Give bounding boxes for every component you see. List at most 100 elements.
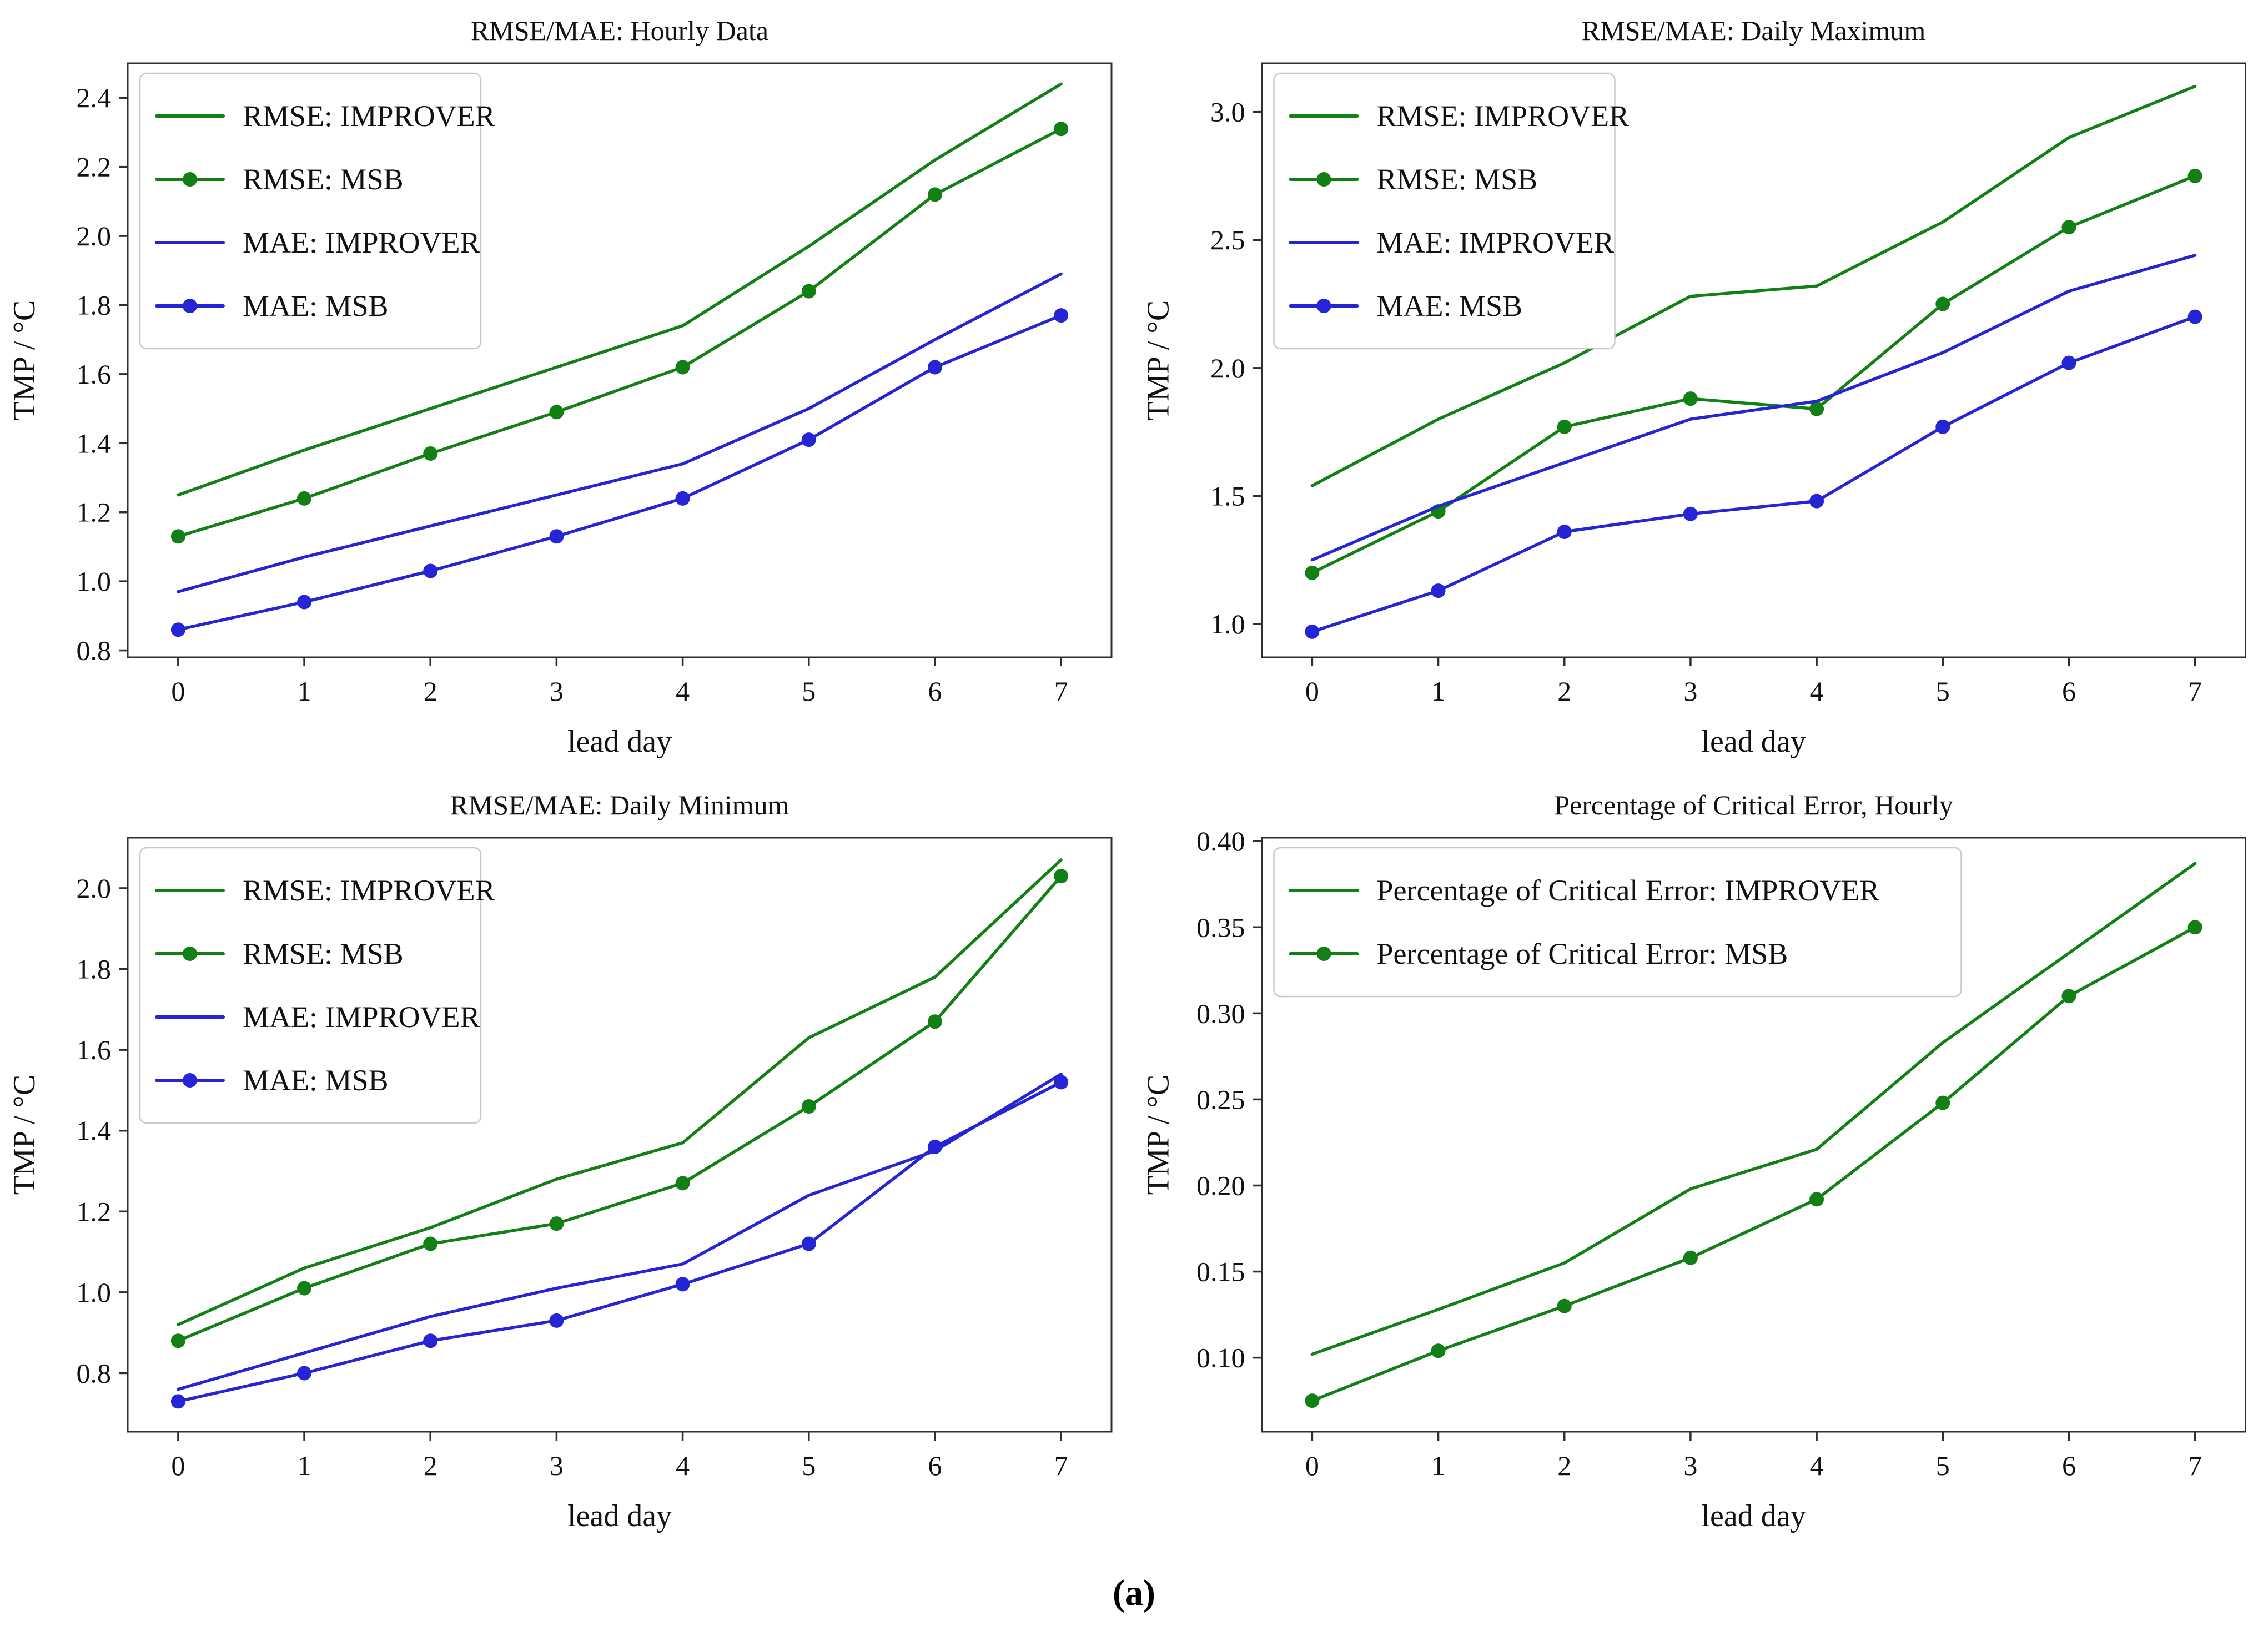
x-tick-label: 7 <box>2188 1450 2202 1481</box>
y-tick-label: 2.0 <box>1210 353 1245 384</box>
x-tick-label: 1 <box>298 676 311 707</box>
y-tick-label: 0.8 <box>77 1357 112 1388</box>
series-marker <box>675 491 690 506</box>
chart-critical-error-svg: Percentage of Critical Error, Hourly 0 1 2 3… <box>1141 789 2246 1533</box>
x-axis-label: lead day <box>1701 1499 1806 1533</box>
x-axis-label: lead day <box>567 724 672 759</box>
series-marker <box>549 1216 564 1231</box>
x-tick-label: 4 <box>676 1450 690 1481</box>
series-marker <box>2061 355 2076 370</box>
x-tick-label: 3 <box>1683 676 1697 707</box>
y-tick-label: 1.8 <box>77 954 112 985</box>
legend-entry-label: RMSE: IMPROVER <box>243 874 495 907</box>
y-tick-label: 0.35 <box>1196 912 1245 943</box>
legend-sample-marker <box>183 1073 197 1088</box>
legend-entry-label: RMSE: MSB <box>1377 163 1538 196</box>
legend-sample-marker <box>183 947 197 961</box>
series-marker <box>1305 565 1320 580</box>
legend-entry-label: RMSE: IMPROVER <box>1377 99 1630 133</box>
x-tick-label: 7 <box>1054 676 1068 707</box>
y-tick-label: 2.5 <box>1210 224 1245 255</box>
y-tick-label: 1.0 <box>77 566 112 597</box>
y-tick-label: 2.0 <box>77 220 112 251</box>
series-marker <box>675 1176 690 1191</box>
x-tick-label: 4 <box>676 676 690 707</box>
legend-sample-marker <box>1316 299 1331 313</box>
series-marker <box>1683 506 1698 521</box>
chart-daily-minimum-svg: RMSE/MAE: Daily Minimum 0 1 2 3 4 5 6 7 0.8 1.0 1.2… <box>7 789 1113 1533</box>
x-tick-label: 2 <box>424 676 437 707</box>
series-marker <box>170 1394 185 1409</box>
legend-box <box>1273 72 1616 350</box>
series-line <box>177 314 1063 631</box>
x-axis-label: lead day <box>567 1499 672 1533</box>
series-marker <box>2061 989 2076 1004</box>
series-marker <box>1683 1250 1698 1265</box>
y-tick-label: 1.8 <box>77 289 112 320</box>
series-line <box>1310 174 2197 575</box>
y-tick-label: 1.2 <box>77 1196 112 1227</box>
x-tick-label: 5 <box>1936 1450 1950 1481</box>
legend-entry-label: RMSE: IMPROVER <box>243 99 495 133</box>
x-tick-label: 6 <box>928 676 942 707</box>
series-marker <box>2187 920 2202 935</box>
y-axis-label: TMP / °C <box>7 1075 42 1195</box>
series-line <box>177 1080 1063 1403</box>
x-tick-label: 5 <box>802 1450 816 1481</box>
legend-box <box>1273 847 1962 998</box>
y-tick-label: 0.8 <box>77 635 112 666</box>
series-marker <box>927 1139 942 1154</box>
x-tick-label: 0 <box>171 676 185 707</box>
series-marker <box>1305 624 1320 639</box>
series-marker <box>549 405 564 420</box>
chart-critical-error: Percentage of Critical Error, Hourly 0 1 2 3… <box>1134 782 2268 1557</box>
x-tick-label: 0 <box>1305 1450 1319 1481</box>
series-line <box>177 82 1063 497</box>
chart-hourly-data: RMSE/MAE: Hourly Data 0 1 2 3 4 5 6 7 0.8 1.0 1.2 1.… <box>0 8 1134 782</box>
series-marker <box>1305 1393 1320 1408</box>
plot-border <box>127 837 1113 1433</box>
chart-title: Percentage of Critical Error, Hourly <box>1554 789 1953 820</box>
y-tick-label: 2.2 <box>77 152 112 183</box>
plot-border <box>1261 837 2246 1433</box>
series-marker <box>1054 869 1069 884</box>
series-marker <box>801 1236 816 1251</box>
series-marker <box>1054 122 1069 137</box>
series-marker <box>297 491 312 506</box>
legend-entry-label: RMSE: MSB <box>243 163 404 196</box>
legend-box <box>139 72 482 350</box>
legend-entry-label: Percentage of Critical Error: IMPROVER <box>1377 874 1880 907</box>
legend-entry-label: MAE: IMPROVER <box>243 1000 480 1034</box>
chart-title: RMSE/MAE: Daily Minimum <box>450 789 789 820</box>
x-tick-label: 3 <box>550 676 564 707</box>
legend-sample-marker <box>1316 172 1331 187</box>
chart-daily-minimum: RMSE/MAE: Daily Minimum 0 1 2 3 4 5 6 7 0.8 1.0 1.2… <box>0 782 1134 1557</box>
series-line <box>177 874 1063 1342</box>
x-tick-label: 6 <box>2062 1450 2076 1481</box>
legend-box <box>139 847 482 1124</box>
series-line <box>1310 254 2197 562</box>
y-tick-label: 1.4 <box>77 1115 112 1146</box>
x-tick-label: 4 <box>1810 676 1824 707</box>
chart-title: RMSE/MAE: Daily Maximum <box>1582 15 1926 46</box>
legend-entry-label: MAE: IMPROVER <box>1377 226 1615 259</box>
x-tick-label: 7 <box>1054 1450 1068 1481</box>
x-tick-label: 1 <box>1431 676 1445 707</box>
series-marker <box>801 1099 816 1114</box>
y-tick-label: 1.5 <box>1210 480 1245 511</box>
legend-entry-label: MAE: IMPROVER <box>243 226 480 259</box>
series-line <box>1310 925 2197 1402</box>
x-tick-label: 6 <box>928 1450 942 1481</box>
x-tick-label: 2 <box>1557 676 1571 707</box>
series-marker <box>927 1014 942 1029</box>
legend-sample-marker <box>1316 947 1331 961</box>
y-tick-label: 2.0 <box>77 873 112 904</box>
series-marker <box>1935 1095 1950 1110</box>
legend-entry-label: Percentage of Critical Error: MSB <box>1377 937 1788 970</box>
series-marker <box>927 360 942 375</box>
series-marker <box>801 284 816 299</box>
chart-daily-maximum-svg: RMSE/MAE: Daily Maximum 0 1 2 3 4 5 6 7 1.0 1.5 2.0… <box>1141 15 2246 759</box>
series-marker <box>1557 419 1572 434</box>
y-tick-label: 1.0 <box>1210 608 1245 640</box>
